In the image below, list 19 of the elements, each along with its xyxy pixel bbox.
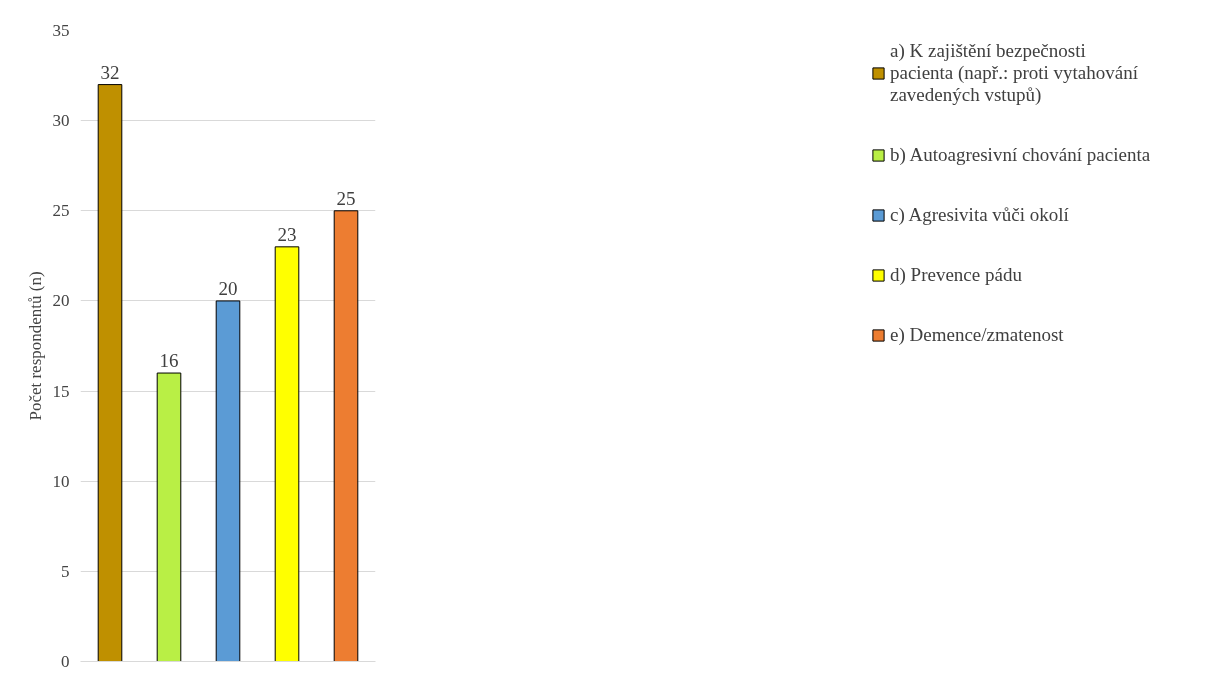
y-tick-label: 10 (52, 471, 70, 491)
legend-label: c) Agresivita vůči okolí (890, 204, 1070, 226)
data-label: 23 (277, 223, 297, 245)
legend-label: a) K zajištění bezpečnosti pacienta (např.: proti vytahování zavedených vstupů) (890, 40, 1139, 106)
data-label: 20 (218, 277, 238, 299)
y-tick-label: 30 (52, 111, 70, 131)
legend-label: d) Prevence pádu (890, 264, 1023, 286)
y-tick-label: 20 (52, 291, 70, 311)
legend-label: e) Demence/zmatenost (890, 324, 1065, 346)
y-tick-label: 0 (61, 652, 70, 671)
y-tick-label: 15 (52, 381, 70, 401)
y-tick-label: 25 (52, 201, 70, 221)
y-axis-title: Počet respondentů (n) (25, 271, 45, 421)
legend-label: b) Autoagresivní chování pacienta (890, 144, 1152, 166)
data-label: 25 (336, 187, 356, 209)
y-tick-label: 5 (61, 561, 70, 581)
y-tick-label: 35 (52, 21, 70, 40)
data-label: 32 (100, 61, 120, 83)
data-label: 16 (159, 350, 179, 372)
